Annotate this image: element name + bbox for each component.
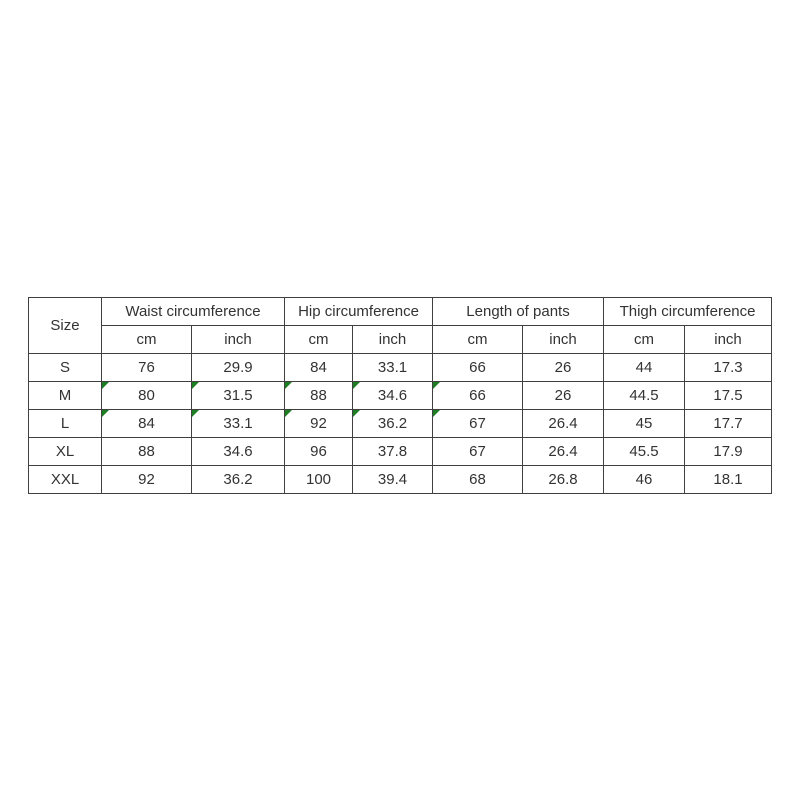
- value-cell: 44: [603, 353, 686, 382]
- table-row: XL 88 34.6 96 37.8 67 26.4 45.5 17.9: [28, 437, 773, 466]
- value-cell: 66: [432, 353, 523, 382]
- value-cell: 33.1: [352, 353, 433, 382]
- table-row: XXL 92 36.2 100 39.4 68 26.8 46 18.1: [28, 465, 773, 494]
- table-row: M 80 31.5 88 34.6 66 26 44.5 17.5: [28, 381, 773, 410]
- value-cell: 26.4: [521, 409, 605, 438]
- value-cell: 17.5: [684, 381, 773, 410]
- value-cell: 37.8: [352, 437, 433, 466]
- size-cell: XL: [28, 437, 102, 466]
- table-header: Size Waist circumference Hip circumferen…: [28, 297, 773, 354]
- size-cell: XXL: [28, 465, 102, 494]
- table-body: S 76 29.9 84 33.1 66 26 44 17.3 M 80 31.…: [28, 353, 773, 494]
- value-cell: 26.4: [521, 437, 605, 466]
- comment-marker-icon: [353, 382, 360, 389]
- value-cell: 26: [521, 353, 605, 382]
- header-group-row: Size Waist circumference Hip circumferen…: [28, 297, 773, 354]
- value-cell: 88: [284, 381, 353, 410]
- comment-marker-icon: [353, 410, 360, 417]
- table-row: L 84 33.1 92 36.2 67 26.4 45 17.7: [28, 409, 773, 438]
- value-cell: 76: [101, 353, 192, 382]
- unit-header-inch: inch: [191, 325, 285, 354]
- column-header-waist-circumference: Waist circumference: [101, 297, 285, 326]
- column-header-length-of-pants: Length of pants: [431, 297, 605, 326]
- value-cell: 17.7: [684, 409, 773, 438]
- unit-header-cm: cm: [284, 325, 353, 354]
- value-cell: 18.1: [684, 465, 773, 494]
- value-cell: 45.5: [603, 437, 686, 466]
- value-cell: 29.9: [191, 353, 285, 382]
- table-row: S 76 29.9 84 33.1 66 26 44 17.3: [28, 353, 773, 382]
- value-cell: 80: [101, 381, 192, 410]
- value-cell: 88: [101, 437, 192, 466]
- value-cell: 26.8: [521, 465, 605, 494]
- value-cell: 44.5: [603, 381, 686, 410]
- value-cell: 84: [101, 409, 192, 438]
- column-header-hip-circumference: Hip circumference: [284, 297, 433, 326]
- comment-marker-icon: [433, 410, 440, 417]
- value-cell: 68: [432, 465, 523, 494]
- value-cell: 36.2: [191, 465, 285, 494]
- size-cell: L: [28, 409, 102, 438]
- unit-header-inch: inch: [684, 325, 773, 354]
- column-header-thigh-circumference: Thigh circumference: [603, 297, 773, 326]
- unit-header-inch: inch: [352, 325, 433, 354]
- value-cell: 17.9: [684, 437, 773, 466]
- value-cell: 26: [521, 381, 605, 410]
- value-cell: 100: [284, 465, 353, 494]
- comment-marker-icon: [433, 382, 440, 389]
- comment-marker-icon: [285, 410, 292, 417]
- comment-marker-icon: [102, 410, 109, 417]
- value-cell: 34.6: [352, 381, 433, 410]
- size-cell: S: [28, 353, 102, 382]
- unit-header-cm: cm: [603, 325, 686, 354]
- value-cell: 92: [284, 409, 353, 438]
- value-cell: 45: [603, 409, 686, 438]
- value-cell: 39.4: [352, 465, 433, 494]
- value-cell: 17.3: [684, 353, 773, 382]
- value-cell: 31.5: [191, 381, 285, 410]
- comment-marker-icon: [285, 382, 292, 389]
- value-cell: 34.6: [191, 437, 285, 466]
- size-cell: M: [28, 381, 102, 410]
- comment-marker-icon: [192, 410, 199, 417]
- comment-marker-icon: [102, 382, 109, 389]
- value-cell: 33.1: [191, 409, 285, 438]
- size-chart-table: Size Waist circumference Hip circumferen…: [28, 297, 773, 494]
- value-cell: 46: [603, 465, 686, 494]
- value-cell: 92: [101, 465, 192, 494]
- comment-marker-icon: [192, 382, 199, 389]
- value-cell: 67: [432, 409, 523, 438]
- value-cell: 67: [432, 437, 523, 466]
- unit-header-cm: cm: [432, 325, 523, 354]
- unit-header-inch: inch: [521, 325, 605, 354]
- value-cell: 66: [432, 381, 523, 410]
- column-header-size: Size: [28, 297, 102, 354]
- value-cell: 84: [284, 353, 353, 382]
- header-units-row: cm inch cm inch cm inch cm inch: [29, 325, 773, 354]
- unit-header-cm: cm: [101, 325, 192, 354]
- value-cell: 36.2: [352, 409, 433, 438]
- value-cell: 96: [284, 437, 353, 466]
